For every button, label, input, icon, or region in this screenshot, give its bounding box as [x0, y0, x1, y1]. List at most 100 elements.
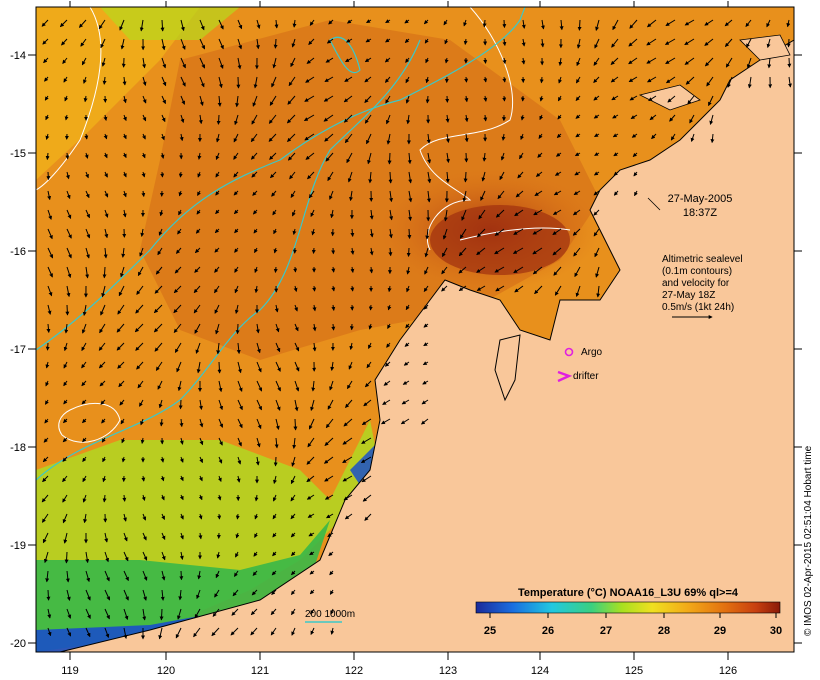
velocity-arrow — [613, 190, 619, 196]
velocity-arrow — [64, 551, 69, 564]
velocity-arrow — [214, 266, 220, 273]
velocity-arrow — [173, 323, 182, 334]
velocity-arrow — [173, 285, 182, 294]
lat-tick-label: -14 — [10, 50, 26, 62]
velocity-arrow — [689, 114, 695, 124]
velocity-arrow — [327, 399, 334, 410]
velocity-arrow — [343, 494, 353, 501]
velocity-arrow — [117, 304, 125, 315]
velocity-arrow — [255, 456, 260, 466]
velocity-arrow — [361, 418, 372, 426]
velocity-arrow — [787, 76, 792, 88]
velocity-arrow — [594, 247, 600, 258]
velocity-arrow — [251, 171, 258, 178]
velocity-arrow — [66, 266, 72, 279]
velocity-arrow — [159, 418, 164, 427]
velocity-arrow — [122, 494, 127, 502]
velocity-arrow — [665, 57, 676, 65]
velocity-arrow — [290, 494, 296, 502]
velocity-arrow — [119, 399, 125, 406]
velocity-arrow — [361, 475, 372, 483]
velocity-arrow — [161, 532, 166, 541]
velocity-arrow — [160, 475, 165, 482]
velocity-arrow — [593, 57, 600, 66]
velocity-arrow — [425, 95, 430, 104]
velocity-arrow — [179, 437, 184, 445]
velocity-arrow — [330, 209, 335, 219]
velocity-arrow — [123, 114, 127, 122]
velocity-arrow — [141, 171, 146, 178]
velocity-arrow — [746, 38, 752, 48]
velocity-arrow — [310, 209, 315, 218]
velocity-arrow — [593, 228, 600, 237]
lon-tick-label: 124 — [531, 665, 549, 677]
velocity-arrow — [344, 76, 353, 82]
velocity-arrow — [215, 570, 220, 579]
velocity-arrow — [45, 342, 50, 351]
velocity-arrow — [710, 133, 715, 144]
velocity-arrow — [385, 114, 391, 125]
velocity-arrow — [252, 570, 258, 576]
velocity-arrow — [47, 627, 52, 637]
velocity-arrow — [384, 361, 391, 367]
velocity-arrow — [767, 57, 772, 69]
velocity-arrow — [532, 228, 543, 235]
velocity-arrow — [709, 114, 714, 125]
velocity-arrow — [274, 304, 279, 313]
velocity-arrow — [237, 437, 242, 447]
velocity-arrow — [161, 76, 167, 87]
velocity-arrow — [82, 418, 87, 424]
velocity-arrow — [197, 190, 201, 196]
velocity-arrow — [197, 171, 202, 178]
velocity-arrow — [766, 38, 771, 49]
velocity-arrow — [289, 171, 296, 180]
velocity-arrow — [408, 171, 413, 184]
velocity-arrow — [215, 152, 220, 161]
velocity-arrow — [290, 475, 296, 485]
velocity-arrow — [43, 57, 49, 64]
colorbar-tick-label: 26 — [542, 625, 554, 637]
velocity-arrow — [120, 266, 125, 278]
velocity-arrow — [198, 513, 203, 520]
velocity-arrow — [330, 608, 335, 615]
velocity-arrow — [651, 133, 657, 140]
velocity-arrow — [593, 209, 600, 216]
velocity-arrow — [327, 532, 334, 538]
velocity-arrow — [443, 19, 448, 26]
velocity-arrow — [65, 171, 70, 180]
velocity-vectors — [41, 19, 792, 640]
velocity-arrow — [423, 19, 429, 25]
velocity-arrow — [369, 209, 374, 220]
velocity-arrow — [521, 19, 526, 29]
velocity-arrow — [234, 114, 239, 126]
lat-tick-label: -18 — [10, 442, 26, 454]
velocity-arrow — [444, 57, 449, 64]
altimetry-note-line2: (0.1m contours) — [662, 266, 732, 277]
velocity-arrow — [142, 76, 147, 86]
velocity-arrow — [66, 589, 71, 601]
velocity-arrow — [364, 76, 372, 83]
velocity-arrow — [369, 228, 374, 238]
velocity-arrow — [634, 190, 638, 197]
velocity-arrow — [402, 380, 410, 385]
velocity-arrow — [135, 342, 144, 351]
velocity-arrow — [140, 437, 145, 444]
velocity-arrow — [235, 551, 239, 558]
velocity-arrow — [234, 285, 239, 294]
velocity-arrow — [593, 76, 600, 83]
altimetry-note-line5: 0.5m/s (1kt 24h) — [662, 302, 734, 313]
velocity-arrow — [633, 171, 638, 177]
velocity-arrow — [234, 247, 239, 253]
velocity-arrow — [345, 57, 353, 63]
velocity-arrow — [215, 171, 220, 178]
velocity-arrow — [195, 342, 201, 354]
velocity-arrow — [159, 209, 164, 217]
velocity-arrow — [174, 342, 182, 353]
velocity-arrow — [120, 418, 125, 425]
velocity-arrow — [180, 513, 184, 520]
velocity-arrow — [324, 475, 334, 482]
velocity-arrow — [649, 114, 657, 121]
velocity-arrow — [704, 57, 714, 67]
velocity-arrow — [66, 608, 72, 619]
